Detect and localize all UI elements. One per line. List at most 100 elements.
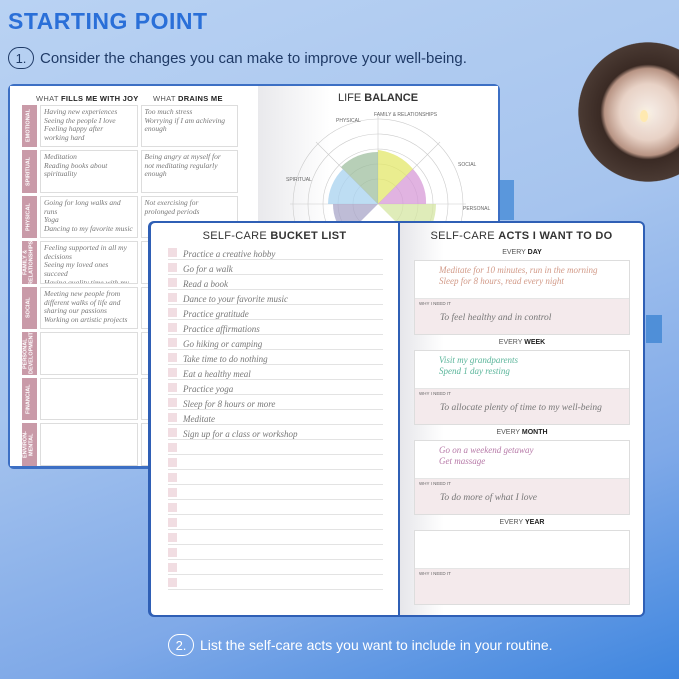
bucket-list-text: Read a book	[183, 279, 228, 289]
checkbox[interactable]	[168, 308, 177, 317]
why-label: WHY I NEED IT	[419, 481, 451, 486]
step-text: List the self-care acts you want to incl…	[200, 637, 553, 653]
joy-cell: Going for long walks and runs Yoga Danci…	[40, 196, 138, 238]
bucket-list-text: Sign up for a class or workshop	[183, 429, 298, 439]
act-text: Visit my grandparents Spend 1 day restin…	[439, 355, 518, 376]
drains-cell: Too much stress Worrying if I am achievi…	[140, 105, 238, 147]
bucket-list-item: Sleep for 8 hours or more	[168, 395, 383, 410]
axis-label: FAMILY & RELATIONSHIPS	[374, 112, 438, 118]
bucket-list-item: Eat a healthy meal	[168, 365, 383, 380]
act-box: Meditate for 10 minutes, run in the morn…	[414, 260, 630, 335]
checkbox[interactable]	[168, 548, 177, 557]
frequency-label: EVERY YEAR	[499, 519, 545, 526]
step-2: 2. List the self-care acts you want to in…	[168, 634, 553, 656]
checkbox[interactable]	[168, 413, 177, 422]
category-label: FAMILY & RELATIONSHIPS	[22, 240, 37, 285]
checkbox[interactable]	[168, 398, 177, 407]
page-title: STARTING POINT	[8, 8, 208, 34]
candle-image	[578, 42, 679, 182]
wheel-segment-family	[378, 150, 413, 204]
bucket-list-item: Read a book	[168, 275, 383, 290]
reflection-row: PHYSICAL Going for long walks and runs Y…	[22, 196, 238, 238]
frequency-label: EVERY MONTH	[496, 429, 548, 436]
joy-header: WHAT FILLS ME WITH JOY	[36, 94, 139, 103]
checkbox[interactable]	[168, 338, 177, 347]
checkbox[interactable]	[168, 383, 177, 392]
bucket-list-item	[168, 530, 383, 545]
reflection-row: EMOTIONAL Having new experiences Seeing …	[22, 105, 238, 147]
checkbox[interactable]	[168, 263, 177, 272]
checkbox[interactable]	[168, 488, 177, 497]
candle-flame	[640, 110, 648, 122]
checkbox[interactable]	[168, 578, 177, 587]
checkbox[interactable]	[168, 458, 177, 467]
checkbox[interactable]	[168, 368, 177, 377]
joy-cell: Feeling supported in all my decisions Se…	[40, 241, 138, 284]
wheel-segment-physical	[341, 151, 378, 204]
bucket-list-item	[168, 500, 383, 515]
checkbox[interactable]	[168, 503, 177, 512]
checkbox[interactable]	[168, 248, 177, 257]
joy-cell	[40, 423, 138, 466]
bucket-list-item: Practice yoga	[168, 380, 383, 395]
act-box: WHY I NEED IT	[414, 530, 630, 605]
bucket-list-text: Eat a healthy meal	[183, 369, 251, 379]
axis-label: PHYSICAL	[336, 118, 361, 124]
step-number: 2.	[168, 634, 194, 656]
bucket-list-text: Dance to your favorite music	[183, 294, 288, 304]
wheel-segment-personal	[378, 204, 436, 226]
checkbox[interactable]	[168, 518, 177, 527]
act-box: Go on a weekend getaway Get massage WHY …	[414, 440, 630, 515]
bucket-list-text: Go for a walk	[183, 264, 233, 274]
step-number: 1.	[8, 47, 34, 69]
bucket-list-item: Dance to your favorite music	[168, 290, 383, 305]
drains-header: WHAT DRAINS ME	[153, 94, 223, 103]
bucket-list-item	[168, 575, 383, 590]
bucket-list-item	[168, 455, 383, 470]
bucket-list-text: Take time to do nothing	[183, 354, 268, 364]
bucket-list-item	[168, 515, 383, 530]
bucket-list-item: Sign up for a class or workshop	[168, 425, 383, 440]
category-label: PERSONAL DEVELOPMENT	[22, 332, 37, 375]
acts-title: SELF-CARE ACTS I WANT TO DO	[430, 230, 613, 242]
why-label: WHY I NEED IT	[419, 301, 451, 306]
checkbox[interactable]	[168, 428, 177, 437]
act-text: Go on a weekend getaway Get massage	[439, 445, 534, 466]
checkbox[interactable]	[168, 278, 177, 287]
checkbox[interactable]	[168, 443, 177, 452]
drains-cell: Being angry at myself for not meditating…	[140, 150, 238, 193]
life-balance-title: LIFE BALANCE	[337, 92, 419, 104]
bucket-list-item: Meditate	[168, 410, 383, 425]
checkbox[interactable]	[168, 533, 177, 542]
joy-cell: Meditation Reading books about spiritual…	[40, 150, 138, 193]
joy-cell: Having new experiences Seeing the people…	[40, 105, 138, 147]
category-label: FINANCIAL	[22, 378, 37, 420]
category-label: ENVIRON-MENTAL	[22, 423, 37, 466]
joy-cell	[40, 332, 138, 375]
bucket-list-item: Practice gratitude	[168, 305, 383, 320]
checkbox[interactable]	[168, 293, 177, 302]
category-label: EMOTIONAL	[22, 105, 37, 147]
checkbox[interactable]	[168, 563, 177, 572]
bucket-list-text: Practice a creative hobby	[183, 249, 276, 259]
why-text: To feel healthy and in control	[440, 313, 552, 323]
step-text: Consider the changes you can make to imp…	[40, 49, 467, 67]
act-box: Visit my grandparents Spend 1 day restin…	[414, 350, 630, 425]
wheel-segment-other	[332, 204, 378, 226]
frequency-label: EVERY WEEK	[498, 339, 546, 346]
joy-cell	[40, 378, 138, 420]
bucket-list-title: SELF-CARE BUCKET LIST	[202, 230, 347, 242]
bucket-list-item: Practice affirmations	[168, 320, 383, 335]
bucket-list-page	[151, 223, 398, 615]
reflection-row: SOCIAL Meeting new people from different…	[22, 287, 238, 329]
reflection-row: SPIRITUAL Meditation Reading books about…	[22, 150, 238, 193]
checkbox[interactable]	[168, 473, 177, 482]
frequency-label: EVERY DAY	[502, 249, 542, 256]
axis-label: SPIRITUAL	[286, 177, 312, 183]
category-label: SPIRITUAL	[22, 150, 37, 193]
why-label: WHY I NEED IT	[419, 571, 451, 576]
bucket-list-item: Go for a walk	[168, 260, 383, 275]
checkbox[interactable]	[168, 353, 177, 362]
checkbox[interactable]	[168, 323, 177, 332]
bucket-list-text: Practice gratitude	[183, 309, 249, 319]
